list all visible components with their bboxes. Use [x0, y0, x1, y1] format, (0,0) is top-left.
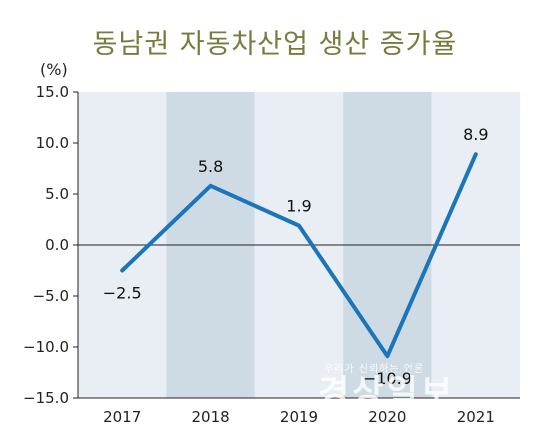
data-point-2019 [297, 224, 301, 228]
x-tick-label: 2019 [280, 408, 318, 426]
x-tick-labels: 2017 2018 2019 2020 2021 [103, 408, 495, 426]
data-point-2021 [474, 152, 478, 156]
data-label-2018: 5.8 [198, 157, 223, 176]
data-point-2017 [120, 269, 124, 272]
series-line-group [120, 152, 478, 359]
data-label-2017: −2.5 [103, 284, 142, 303]
data-labels: −2.5 5.8 1.9 −10.9 8.9 [103, 125, 489, 388]
y-tick-label: 15.0 [36, 83, 69, 101]
y-tick-label: 0.0 [45, 236, 69, 254]
x-tick-label: 2020 [368, 408, 406, 426]
data-label-2021: 8.9 [463, 125, 488, 144]
y-tick-label: −15.0 [23, 389, 69, 407]
watermark-tagline: 우리가 신뢰하는 언론 [324, 364, 425, 375]
y-axis-unit-label: (%) [40, 60, 68, 79]
y-tick-label: 5.0 [45, 185, 69, 203]
chart-title: 동남권 자동차산업 생산 증가율 [92, 29, 458, 60]
data-point-2020 [385, 354, 389, 358]
x-tick-label: 2017 [103, 408, 141, 426]
data-label-2019: 1.9 [286, 197, 311, 216]
data-label-2020: −10.9 [363, 369, 412, 388]
watermark-logo-text: 경상일보 [318, 373, 456, 413]
y-tick-labels: 15.0 10.0 5.0 0.0 −5.0 −10.0 −15.0 [23, 83, 78, 407]
y-tick-label: −5.0 [33, 287, 69, 305]
data-point-2018 [209, 184, 213, 188]
x-tick-label: 2021 [457, 408, 495, 426]
y-tick-label: 10.0 [36, 134, 69, 152]
x-tick-label: 2018 [192, 408, 230, 426]
y-tick-label: −10.0 [23, 338, 69, 356]
watermark: 우리가 신뢰하는 언론 경상일보 [318, 360, 455, 411]
